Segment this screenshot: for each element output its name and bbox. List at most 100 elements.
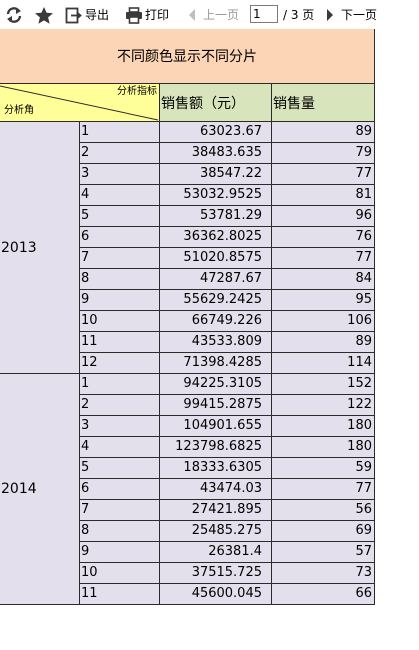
amount-cell: 38483.635 bbox=[160, 143, 272, 164]
amount-cell: 66749.226 bbox=[160, 311, 272, 332]
amount-cell: 71398.4285 bbox=[160, 353, 272, 374]
quantity-cell: 66 bbox=[272, 584, 375, 605]
prev-page-button[interactable]: 上一页 bbox=[188, 5, 239, 25]
month-cell: 1 bbox=[80, 374, 160, 395]
quantity-cell: 84 bbox=[272, 269, 375, 290]
amount-cell: 104901.655 bbox=[160, 416, 272, 437]
column-header-amount: 销售额（元） bbox=[160, 84, 272, 122]
table-row: 2 38483.635 79 bbox=[80, 143, 375, 164]
amount-cell: 37515.725 bbox=[160, 563, 272, 584]
amount-cell: 55629.2425 bbox=[160, 290, 272, 311]
corner-header: 分析指标 分析角 bbox=[0, 84, 160, 122]
table-row: 4 123798.6825 180 bbox=[80, 437, 375, 458]
quantity-cell: 73 bbox=[272, 563, 375, 584]
table-row: 3 38547.22 77 bbox=[80, 164, 375, 185]
amount-cell: 51020.8575 bbox=[160, 248, 272, 269]
month-cell: 10 bbox=[80, 563, 160, 584]
star-icon[interactable] bbox=[34, 5, 54, 25]
quantity-cell: 114 bbox=[272, 353, 375, 374]
table-row: 1 63023.67 89 bbox=[80, 122, 375, 143]
export-label: 导出 bbox=[85, 8, 110, 22]
month-cell: 3 bbox=[80, 416, 160, 437]
amount-cell: 53032.9525 bbox=[160, 185, 272, 206]
print-button[interactable]: 打印 bbox=[125, 5, 169, 25]
amount-cell: 27421.895 bbox=[160, 500, 272, 521]
quantity-cell: 59 bbox=[272, 458, 375, 479]
total-pages: / 3 页 bbox=[283, 5, 314, 25]
report-toolbar: 导出 打印 上一页 / 3 页 下一页 bbox=[0, 0, 419, 29]
month-cell: 5 bbox=[80, 458, 160, 479]
month-cell: 11 bbox=[80, 584, 160, 605]
amount-cell: 94225.3105 bbox=[160, 374, 272, 395]
print-label: 打印 bbox=[145, 8, 170, 22]
table-row: 5 18333.6305 59 bbox=[80, 458, 375, 479]
quantity-cell: 81 bbox=[272, 185, 375, 206]
quantity-cell: 79 bbox=[272, 143, 375, 164]
amount-cell: 36362.8025 bbox=[160, 227, 272, 248]
amount-cell: 53781.29 bbox=[160, 206, 272, 227]
total-pages-label: / 3 页 bbox=[283, 8, 315, 22]
month-cell: 9 bbox=[80, 542, 160, 563]
page-number-input[interactable] bbox=[250, 5, 278, 23]
table-row: 12 71398.4285 114 bbox=[80, 353, 375, 374]
quantity-cell: 56 bbox=[272, 500, 375, 521]
month-cell: 4 bbox=[80, 437, 160, 458]
amount-cell: 45600.045 bbox=[160, 584, 272, 605]
amount-cell: 18333.6305 bbox=[160, 458, 272, 479]
quantity-cell: 89 bbox=[272, 122, 375, 143]
table-row: 4 53032.9525 81 bbox=[80, 185, 375, 206]
month-cell: 10 bbox=[80, 311, 160, 332]
export-button[interactable]: 导出 bbox=[65, 5, 109, 25]
amount-cell: 26381.4 bbox=[160, 542, 272, 563]
month-cell: 6 bbox=[80, 227, 160, 248]
table-row: 10 66749.226 106 bbox=[80, 311, 375, 332]
amount-cell: 123798.6825 bbox=[160, 437, 272, 458]
quantity-cell: 96 bbox=[272, 206, 375, 227]
month-cell: 8 bbox=[80, 269, 160, 290]
month-cell: 12 bbox=[80, 353, 160, 374]
table-row: 5 53781.29 96 bbox=[80, 206, 375, 227]
table-row: 6 36362.8025 76 bbox=[80, 227, 375, 248]
refresh-icon[interactable] bbox=[5, 5, 23, 25]
quantity-cell: 77 bbox=[272, 248, 375, 269]
month-cell: 11 bbox=[80, 332, 160, 353]
month-cell: 9 bbox=[80, 290, 160, 311]
month-cell: 4 bbox=[80, 185, 160, 206]
prev-page-label: 上一页 bbox=[203, 8, 240, 22]
amount-cell: 25485.275 bbox=[160, 521, 272, 542]
next-page-button[interactable]: 下一页 bbox=[326, 5, 377, 25]
amount-cell: 43474.03 bbox=[160, 479, 272, 500]
month-cell: 6 bbox=[80, 479, 160, 500]
next-page-label: 下一页 bbox=[341, 8, 378, 22]
quantity-cell: 77 bbox=[272, 164, 375, 185]
column-header-quantity: 销售量 bbox=[272, 84, 375, 122]
table-row: 7 27421.895 56 bbox=[80, 500, 375, 521]
table-row: 8 25485.275 69 bbox=[80, 521, 375, 542]
quantity-cell: 69 bbox=[272, 521, 375, 542]
export-icon bbox=[65, 7, 82, 24]
quantity-cell: 89 bbox=[272, 332, 375, 353]
quantity-cell: 77 bbox=[272, 479, 375, 500]
month-cell: 7 bbox=[80, 248, 160, 269]
table-row: 10 37515.725 73 bbox=[80, 563, 375, 584]
month-cell: 3 bbox=[80, 164, 160, 185]
table-row: 8 47287.67 84 bbox=[80, 269, 375, 290]
quantity-cell: 180 bbox=[272, 416, 375, 437]
amount-cell: 99415.2875 bbox=[160, 395, 272, 416]
month-cell: 2 bbox=[80, 143, 160, 164]
quantity-cell: 95 bbox=[272, 290, 375, 311]
amount-cell: 43533.809 bbox=[160, 332, 272, 353]
month-cell: 7 bbox=[80, 500, 160, 521]
amount-cell: 47287.67 bbox=[160, 269, 272, 290]
amount-cell: 38547.22 bbox=[160, 164, 272, 185]
table-row: 11 45600.045 66 bbox=[80, 584, 375, 605]
quantity-cell: 152 bbox=[272, 374, 375, 395]
table-row: 11 43533.809 89 bbox=[80, 332, 375, 353]
quantity-cell: 122 bbox=[272, 395, 375, 416]
table-row: 3 104901.655 180 bbox=[80, 416, 375, 437]
quantity-cell: 57 bbox=[272, 542, 375, 563]
month-cell: 5 bbox=[80, 206, 160, 227]
month-cell: 1 bbox=[80, 122, 160, 143]
quantity-cell: 76 bbox=[272, 227, 375, 248]
amount-cell: 63023.67 bbox=[160, 122, 272, 143]
